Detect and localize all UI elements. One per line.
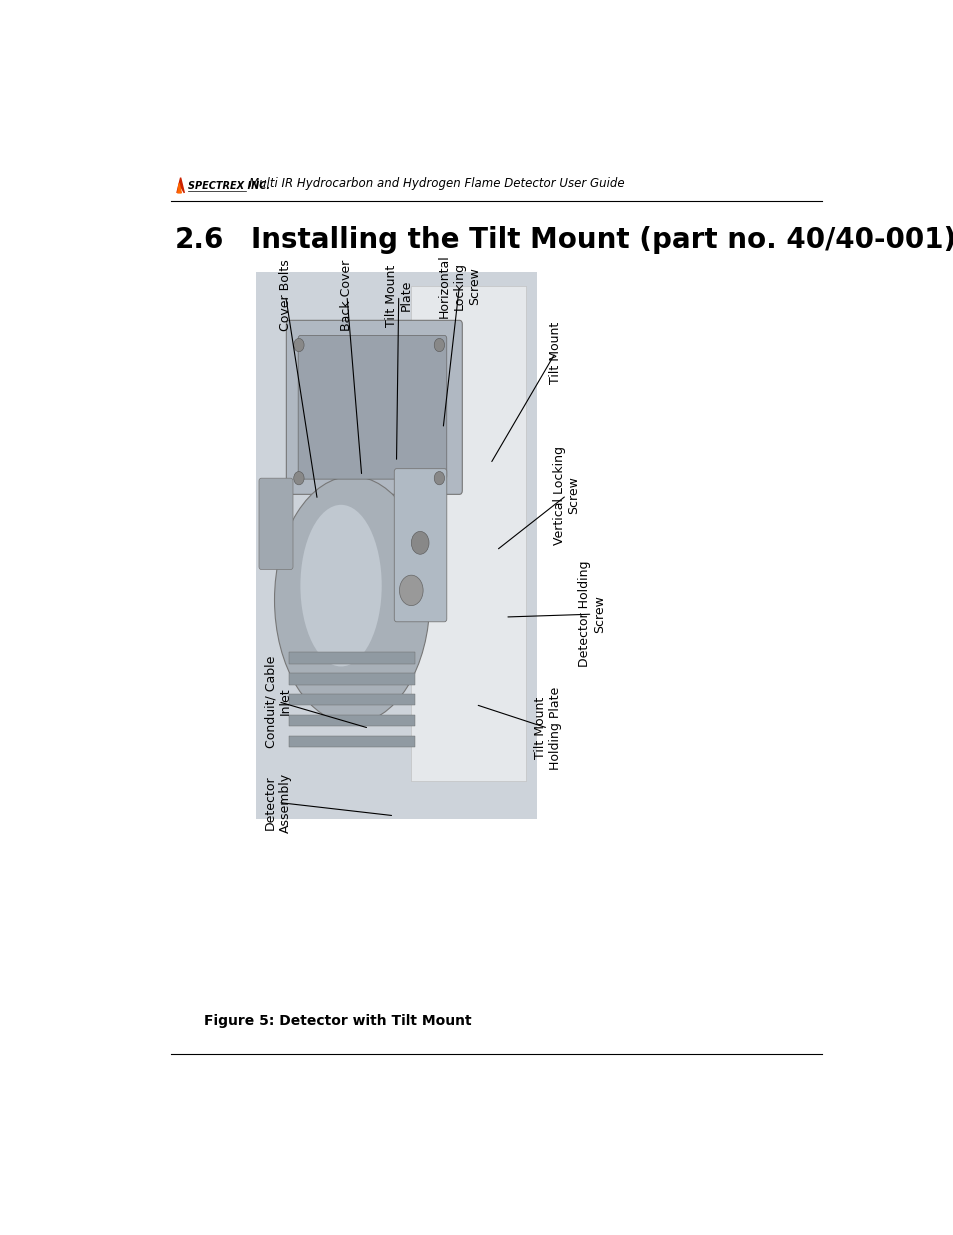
Text: Tilt Mount: Tilt Mount <box>548 321 561 384</box>
Text: Vertical Locking
Screw: Vertical Locking Screw <box>552 446 580 545</box>
Polygon shape <box>176 178 184 193</box>
Text: Cover Bolts: Cover Bolts <box>279 259 292 331</box>
Bar <box>289 715 415 726</box>
Ellipse shape <box>274 477 429 724</box>
Text: Horizontal
Locking
Screw: Horizontal Locking Screw <box>437 254 480 317</box>
Text: Conduit/ Cable
Inlet: Conduit/ Cable Inlet <box>264 656 292 748</box>
Polygon shape <box>177 183 181 193</box>
Bar <box>289 652 415 663</box>
Text: SPECTREX INC.: SPECTREX INC. <box>188 182 270 191</box>
Bar <box>289 694 415 705</box>
Text: Multi IR Hydrocarbon and Hydrogen Flame Detector User Guide: Multi IR Hydrocarbon and Hydrogen Flame … <box>249 177 623 190</box>
Circle shape <box>399 576 423 605</box>
FancyBboxPatch shape <box>286 320 462 494</box>
Ellipse shape <box>300 505 381 667</box>
Circle shape <box>434 472 444 485</box>
Circle shape <box>294 472 304 485</box>
Bar <box>255 272 537 819</box>
Text: Detector
Assembly: Detector Assembly <box>264 772 292 832</box>
Text: 2.6: 2.6 <box>174 226 224 254</box>
FancyBboxPatch shape <box>394 468 446 621</box>
Text: Tilt Mount
Plate: Tilt Mount Plate <box>384 264 413 327</box>
Bar <box>289 673 415 684</box>
Circle shape <box>294 338 304 352</box>
FancyBboxPatch shape <box>298 336 446 479</box>
Text: Figure 5: Detector with Tilt Mount: Figure 5: Detector with Tilt Mount <box>204 1014 472 1028</box>
Bar <box>411 287 525 781</box>
Bar <box>289 736 415 747</box>
Circle shape <box>434 338 444 352</box>
Text: Tilt Mount
Holding Plate: Tilt Mount Holding Plate <box>534 687 561 769</box>
Text: Detector Holding
Screw: Detector Holding Screw <box>578 561 606 667</box>
FancyBboxPatch shape <box>258 478 293 569</box>
Circle shape <box>411 531 429 555</box>
Text: Back Cover: Back Cover <box>340 261 354 331</box>
Text: Installing the Tilt Mount (part no. 40/40-001): Installing the Tilt Mount (part no. 40/4… <box>251 226 953 254</box>
